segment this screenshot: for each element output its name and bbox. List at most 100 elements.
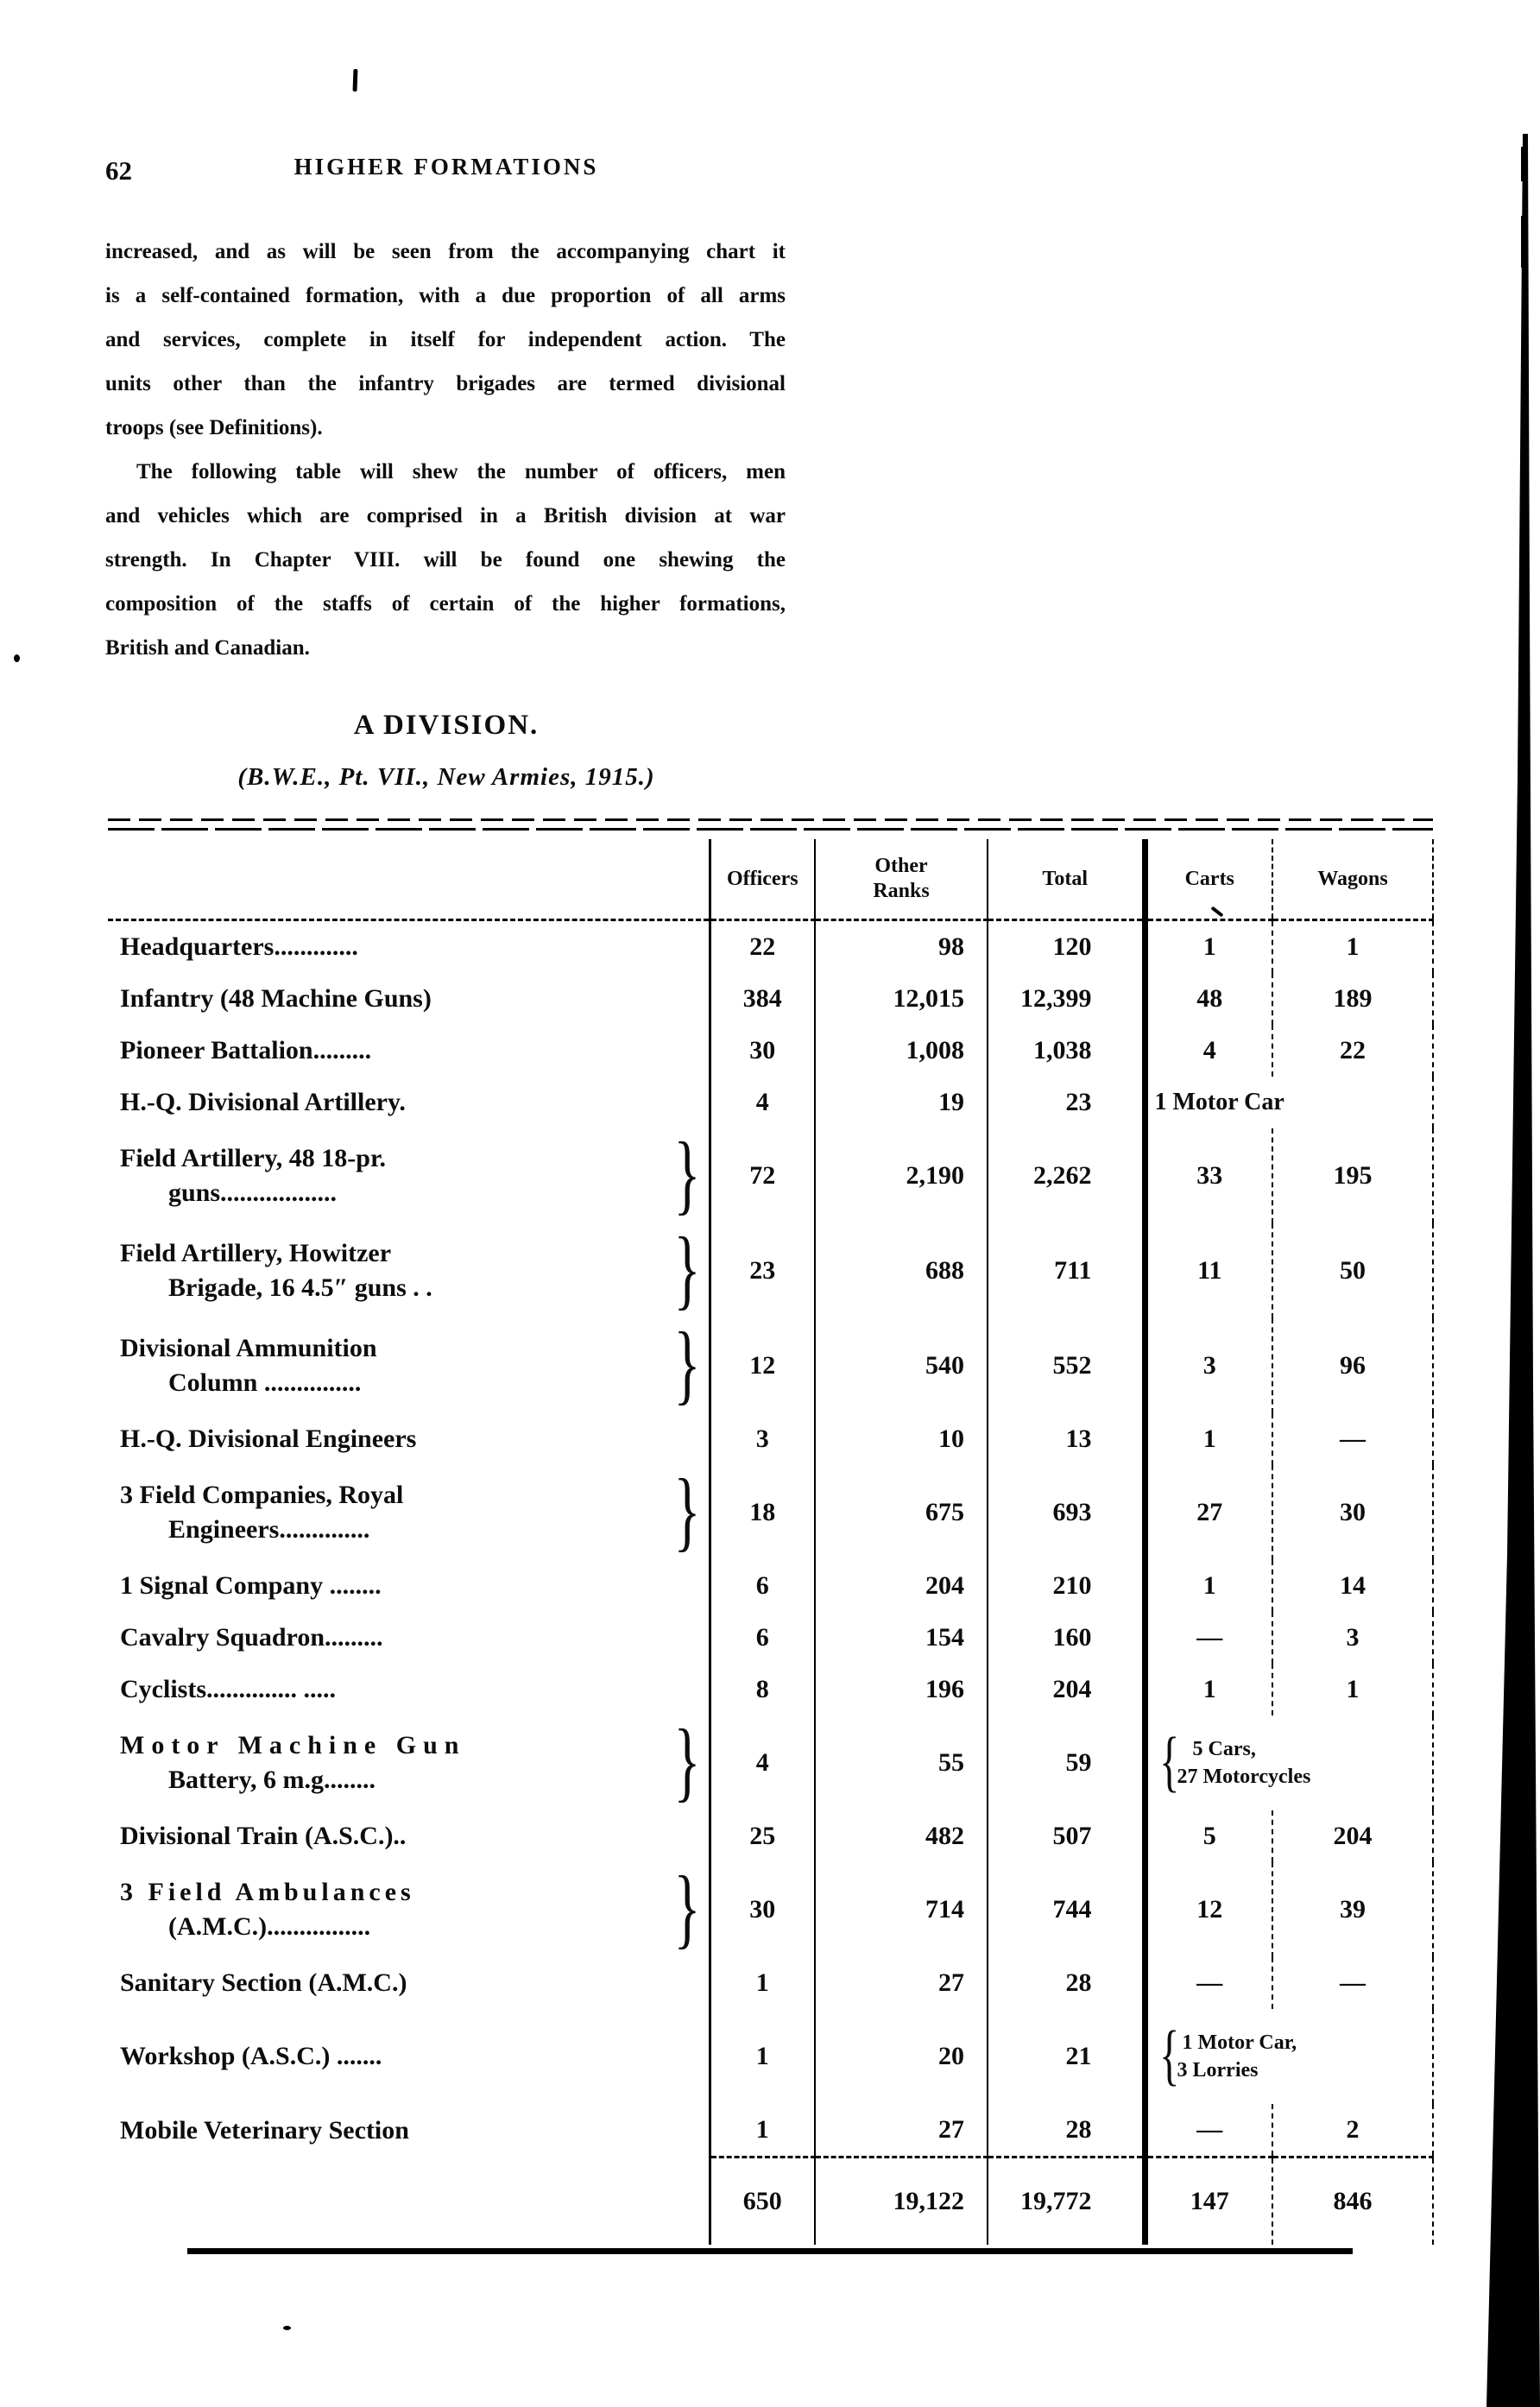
table-row: Mobile Veterinary Section 1 27 28 — 2 bbox=[108, 2104, 1434, 2157]
total-cell: 1,038 bbox=[988, 1025, 1148, 1077]
strength-table: Officers Other Ranks Total Carts Wagons … bbox=[108, 839, 1434, 2245]
wagons-cell: — bbox=[1272, 1413, 1434, 1465]
unit-cell: H.-Q. Divisional Artillery. bbox=[108, 1077, 711, 1128]
wagons-cell: 1 bbox=[1272, 919, 1434, 973]
text-line: The following table will shew the number… bbox=[136, 460, 786, 483]
scan-stray-mark bbox=[1209, 906, 1224, 918]
wagons-cell: 22 bbox=[1272, 1025, 1434, 1077]
page-header: 62 HIGHER FORMATIONS bbox=[105, 154, 787, 192]
total-cell: 28 bbox=[988, 2104, 1148, 2157]
carts-cell: 1 bbox=[1145, 1560, 1273, 1612]
header-wagons: Wagons bbox=[1272, 839, 1434, 921]
total-cell: 507 bbox=[988, 1810, 1148, 1862]
text-line: British and Canadian. bbox=[105, 636, 310, 660]
header-other-ranks: Other Ranks bbox=[815, 839, 988, 921]
wagons-cell: 195 bbox=[1272, 1128, 1434, 1223]
section-subtitle: (B.W.E., Pt. VII., New Armies, 1915.) bbox=[237, 763, 655, 791]
text-line: strength. In Chapter VIII. will be found… bbox=[105, 548, 786, 572]
other-ranks-cell: 154 bbox=[815, 1612, 988, 1664]
other-ranks-cell: 27 bbox=[815, 2104, 988, 2157]
unit-cell: Workshop (A.S.C.) ....... bbox=[108, 2009, 711, 2104]
text-line: units other than the infantry brigades a… bbox=[105, 372, 786, 395]
total-total: 19,772 bbox=[988, 2156, 1148, 2245]
table-row: Cyclists.............. ..... 8 196 204 1… bbox=[108, 1664, 1434, 1715]
text-line: and vehicles which are comprised in a Br… bbox=[105, 504, 786, 528]
wagons-cell: 96 bbox=[1272, 1318, 1434, 1413]
unit-line1: Field Artillery, Howitzer bbox=[120, 1238, 392, 1267]
unit-cell: Mobile Veterinary Section bbox=[108, 2104, 711, 2157]
total-cell: 28 bbox=[988, 1957, 1148, 2009]
carts-cell: 12 bbox=[1145, 1862, 1273, 1957]
total-cell: 711 bbox=[988, 1223, 1148, 1318]
table-row: Workshop (A.S.C.) ....... 1 20 21 { 1 Mo… bbox=[108, 2009, 1434, 2104]
other-ranks-cell: 482 bbox=[815, 1810, 988, 1862]
carts-cell: 3 bbox=[1145, 1318, 1273, 1413]
carts-cell: 5 bbox=[1145, 1810, 1273, 1862]
table-row: Divisional Ammunition Column ...........… bbox=[108, 1314, 1434, 1413]
double-rule-top bbox=[108, 818, 1433, 821]
unit-cell: Divisional Train (A.S.C.).. bbox=[108, 1810, 711, 1862]
brace-glyph: } bbox=[673, 1711, 701, 1811]
wagons-cell: 50 bbox=[1272, 1223, 1434, 1318]
unit-line2: Battery, 6 m.g........ bbox=[168, 1766, 376, 1794]
carts-cell: 1 bbox=[1145, 919, 1273, 973]
unit-line1: Divisional Ammunition bbox=[120, 1333, 377, 1362]
body-text: increased, and as will be seen from the … bbox=[105, 230, 786, 670]
unit-line1: Motor Machine Gun bbox=[120, 1730, 466, 1759]
brace-glyph: } bbox=[673, 1124, 701, 1224]
officers-cell: 23 bbox=[710, 1223, 816, 1318]
other-ranks-cell: 540 bbox=[815, 1318, 988, 1413]
header-officers: Officers bbox=[710, 839, 816, 921]
total-cell: 12,399 bbox=[988, 973, 1148, 1025]
unit-line1: 3 Field Companies, Royal bbox=[120, 1480, 404, 1509]
unit-line2: Engineers.............. bbox=[168, 1515, 370, 1544]
officers-cell: 30 bbox=[710, 1862, 816, 1957]
brace-glyph: { bbox=[1158, 2017, 1179, 2093]
table-row: Headquarters............. 22 98 120 1 1 bbox=[108, 919, 1434, 973]
total-cell: 59 bbox=[988, 1715, 1148, 1810]
table-row: Motor Machine Gun Battery, 6 m.g........… bbox=[108, 1711, 1434, 1810]
unit-cell: 3 Field Companies, Royal Engineers......… bbox=[108, 1461, 711, 1560]
scan-speck bbox=[14, 654, 20, 662]
unit-cell: Field Artillery, 48 18-pr. guns.........… bbox=[108, 1124, 711, 1223]
wagons-cell: 3 bbox=[1272, 1612, 1434, 1664]
table-row: 1 Signal Company ........ 6 204 210 1 14 bbox=[108, 1560, 1434, 1612]
officers-cell: 72 bbox=[710, 1128, 816, 1223]
unit-line1: Field Artillery, 48 18-pr. bbox=[120, 1143, 387, 1172]
other-ranks-cell: 688 bbox=[815, 1223, 988, 1318]
brace-glyph: } bbox=[673, 1219, 701, 1319]
brace-glyph: } bbox=[673, 1461, 701, 1561]
total-cell: 552 bbox=[988, 1318, 1148, 1413]
carts-wagons-cell: { 5 Cars, 27 Motorcycles bbox=[1145, 1715, 1434, 1810]
officers-cell: 384 bbox=[710, 973, 816, 1025]
officers-cell: 1 bbox=[710, 1957, 816, 2009]
table-row: Sanitary Section (A.M.C.) 1 27 28 — — bbox=[108, 1957, 1434, 2009]
unit-cell: Pioneer Battalion......... bbox=[108, 1025, 711, 1077]
unit-line2: (A.M.C.)................ bbox=[168, 1912, 371, 1941]
other-ranks-cell: 196 bbox=[815, 1664, 988, 1715]
total-cell: 160 bbox=[988, 1612, 1148, 1664]
section-heading: A DIVISION. bbox=[353, 710, 540, 741]
total-cell: 693 bbox=[988, 1465, 1148, 1560]
text-line: composition of the staffs of certain of … bbox=[105, 592, 786, 616]
paragraph-1: increased, and as will be seen from the … bbox=[105, 230, 786, 450]
division-table: Officers Other Ranks Total Carts Wagons … bbox=[108, 818, 1434, 2254]
total-cell: 744 bbox=[988, 1862, 1148, 1957]
unit-cell: 1 Signal Company ........ bbox=[108, 1560, 711, 1612]
paragraph-2: The following table will shew the number… bbox=[105, 450, 786, 670]
table-row: H.-Q. Divisional Engineers 3 10 13 1 — bbox=[108, 1413, 1434, 1465]
officers-cell: 1 bbox=[710, 2104, 816, 2157]
carts-cell: 11 bbox=[1145, 1223, 1273, 1318]
officers-cell: 8 bbox=[710, 1664, 816, 1715]
unit-cell: H.-Q. Divisional Engineers bbox=[108, 1413, 711, 1465]
table-row: 3 Field Companies, Royal Engineers......… bbox=[108, 1461, 1434, 1560]
vehicles-line2: 3 Lorries bbox=[1177, 2059, 1259, 2082]
text-line: is a self-contained formation, with a du… bbox=[105, 284, 786, 307]
brace-glyph: { bbox=[1158, 1723, 1179, 1799]
other-ranks-cell: 204 bbox=[815, 1560, 988, 1612]
officers-cell: 6 bbox=[710, 1612, 816, 1664]
total-cell: 2,262 bbox=[988, 1128, 1148, 1223]
wagons-cell: 39 bbox=[1272, 1862, 1434, 1957]
double-rule-bottom bbox=[108, 828, 1433, 831]
wagons-cell: 14 bbox=[1272, 1560, 1434, 1612]
